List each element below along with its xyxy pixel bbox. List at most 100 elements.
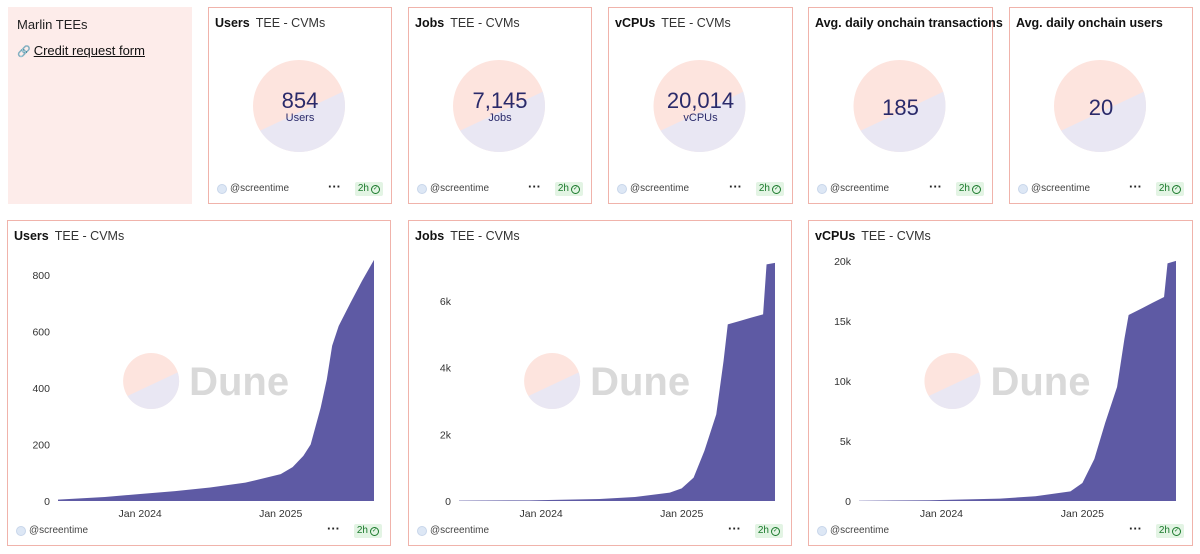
counter-circle-icon-bottom bbox=[660, 91, 746, 152]
more-options-icon[interactable]: ··· bbox=[1129, 521, 1142, 536]
creator-handle[interactable]: @screentime bbox=[430, 183, 490, 194]
freshness-badge[interactable]: 2h ✓ bbox=[1155, 182, 1184, 196]
counter-card-avg-users: Avg. daily onchain users 20 @screentime ···… bbox=[1009, 7, 1193, 204]
credit-request-link[interactable]: 🔗 Credit request form bbox=[17, 43, 145, 58]
text-card: Marlin TEEs 🔗 Credit request form bbox=[8, 7, 192, 204]
check-icon: ✓ bbox=[571, 184, 580, 194]
creator-handle[interactable]: @screentime bbox=[830, 183, 890, 194]
more-options-icon[interactable]: ··· bbox=[327, 521, 340, 536]
counter-circle-icon bbox=[1054, 60, 1146, 152]
card-footer: @screentime ··· 2h ✓ bbox=[1018, 179, 1184, 196]
freshness-label: 2h bbox=[356, 525, 368, 536]
card-header: Users TEE - CVMs bbox=[14, 229, 124, 243]
card-subtitle: TEE - CVMs bbox=[54, 229, 125, 243]
y-tick-label: 0 bbox=[445, 496, 451, 508]
y-tick-label: 2k bbox=[440, 429, 452, 441]
counter-unit: vCPUs bbox=[683, 112, 718, 124]
card-title[interactable]: Jobs bbox=[415, 16, 445, 30]
freshness-label: 2h bbox=[958, 183, 970, 194]
creator-avatar[interactable] bbox=[817, 184, 827, 194]
chart-plot: Dune 0 200 400 600 800 Jan 2024 Jan 2025 bbox=[32, 259, 374, 520]
creator-avatar[interactable] bbox=[1018, 184, 1028, 194]
counter-graphic bbox=[253, 60, 345, 152]
creator-avatar[interactable] bbox=[417, 184, 427, 194]
more-options-icon[interactable]: ··· bbox=[728, 521, 741, 536]
counter-circle-icon-bottom bbox=[460, 91, 545, 152]
counter-graphic bbox=[1054, 60, 1146, 152]
creator-avatar[interactable] bbox=[16, 526, 26, 536]
freshness-label: 2h bbox=[758, 183, 770, 194]
x-tick-label: Jan 2024 bbox=[520, 508, 563, 520]
card-footer: @screentime ··· 2h ✓ bbox=[817, 179, 984, 196]
freshness-label: 2h bbox=[757, 525, 769, 536]
creator-handle[interactable]: @screentime bbox=[230, 183, 290, 194]
creator-handle[interactable]: @screentime bbox=[630, 183, 690, 194]
counter-card-jobs: Jobs TEE - CVMs 7,145 Jobs @screentime ··· 2h ✓ bbox=[408, 7, 592, 204]
creator-avatar[interactable] bbox=[217, 184, 227, 194]
area-series[interactable] bbox=[859, 260, 1176, 501]
counter-card-vcpus: vCPUs TEE - CVMs 20,014 vCPUs @screentime ···… bbox=[608, 7, 793, 204]
dashboard-title: Marlin TEEs bbox=[17, 17, 88, 32]
creator-handle[interactable]: @screentime bbox=[830, 525, 890, 536]
card-subtitle: TEE - CVMs bbox=[661, 16, 731, 30]
creator-avatar[interactable] bbox=[617, 184, 627, 194]
freshness-badge[interactable]: 2h ✓ bbox=[354, 182, 383, 196]
freshness-label: 2h bbox=[1158, 525, 1170, 536]
card-header: vCPUs TEE - CVMs bbox=[615, 16, 731, 30]
counter-card-users: Users TEE - CVMs 854 Users @screentime ··· 2h ✓ bbox=[208, 7, 392, 204]
counter-circle-icon bbox=[653, 60, 746, 152]
counter-value: 7,145 bbox=[472, 88, 528, 113]
area-series[interactable] bbox=[459, 262, 775, 501]
more-options-icon[interactable]: ··· bbox=[929, 179, 942, 194]
freshness-badge[interactable]: 2h ✓ bbox=[955, 182, 984, 196]
dune-logo-icon bbox=[123, 353, 180, 410]
x-tick-label: Jan 2025 bbox=[259, 508, 302, 520]
card-title[interactable]: Avg. daily onchain transactions bbox=[815, 16, 1003, 30]
area-series[interactable] bbox=[58, 259, 374, 501]
freshness-label: 2h bbox=[357, 183, 369, 194]
counter-graphic bbox=[853, 60, 946, 152]
freshness-badge[interactable]: 2h ✓ bbox=[1155, 524, 1184, 538]
freshness-badge[interactable]: 2h ✓ bbox=[755, 182, 784, 196]
y-tick-label: 10k bbox=[834, 376, 852, 388]
card-title[interactable]: vCPUs bbox=[615, 16, 656, 30]
card-subtitle: TEE - CVMs bbox=[861, 229, 931, 243]
credit-request-link-label[interactable]: Credit request form bbox=[33, 43, 145, 58]
chart-card-users: Users TEE - CVMs Dune 0 200 400 600 800 Jan 2024… bbox=[7, 220, 391, 546]
counter-value: 854 bbox=[281, 88, 319, 113]
creator-avatar[interactable] bbox=[417, 526, 427, 536]
creator-handle[interactable]: @screentime bbox=[29, 525, 89, 536]
more-options-icon[interactable]: ··· bbox=[729, 179, 742, 194]
counter-circle-icon bbox=[853, 60, 946, 152]
card-footer: @screentime ··· 2h ✓ bbox=[617, 179, 784, 196]
card-title[interactable]: Jobs bbox=[415, 229, 445, 243]
counter-graphic bbox=[453, 60, 545, 152]
chart-card-vcpus: vCPUs TEE - CVMs Dune 0 5k 10k 15k 20k Jan 2024 J… bbox=[808, 220, 1193, 546]
check-icon: ✓ bbox=[1172, 184, 1181, 194]
dune-logo-icon bbox=[524, 353, 581, 410]
card-title[interactable]: Users bbox=[14, 229, 49, 243]
more-options-icon[interactable]: ··· bbox=[1129, 179, 1142, 194]
creator-avatar[interactable] bbox=[817, 526, 827, 536]
more-options-icon[interactable]: ··· bbox=[528, 179, 541, 194]
creator-handle[interactable]: @screentime bbox=[430, 525, 490, 536]
freshness-badge[interactable]: 2h ✓ bbox=[353, 524, 382, 538]
freshness-badge[interactable]: 2h ✓ bbox=[754, 524, 783, 538]
counter-graphic bbox=[653, 60, 746, 152]
creator-handle[interactable]: @screentime bbox=[1031, 183, 1091, 194]
y-tick-label: 0 bbox=[44, 496, 50, 508]
card-subtitle: TEE - CVMs bbox=[450, 229, 520, 243]
card-title[interactable]: Avg. daily onchain users bbox=[1016, 16, 1163, 30]
y-tick-label: 0 bbox=[845, 496, 851, 508]
link-icon: 🔗 bbox=[17, 46, 31, 58]
freshness-badge[interactable]: 2h ✓ bbox=[554, 182, 583, 196]
card-footer: @screentime ··· 2h ✓ bbox=[217, 179, 383, 196]
y-tick-label: 15k bbox=[834, 316, 852, 328]
y-tick-label: 600 bbox=[32, 327, 50, 339]
check-icon: ✓ bbox=[371, 184, 380, 194]
check-icon: ✓ bbox=[972, 184, 981, 194]
card-title[interactable]: vCPUs bbox=[815, 229, 856, 243]
watermark-text: Dune bbox=[990, 360, 1090, 404]
card-title[interactable]: Users bbox=[215, 16, 250, 30]
more-options-icon[interactable]: ··· bbox=[328, 179, 341, 194]
